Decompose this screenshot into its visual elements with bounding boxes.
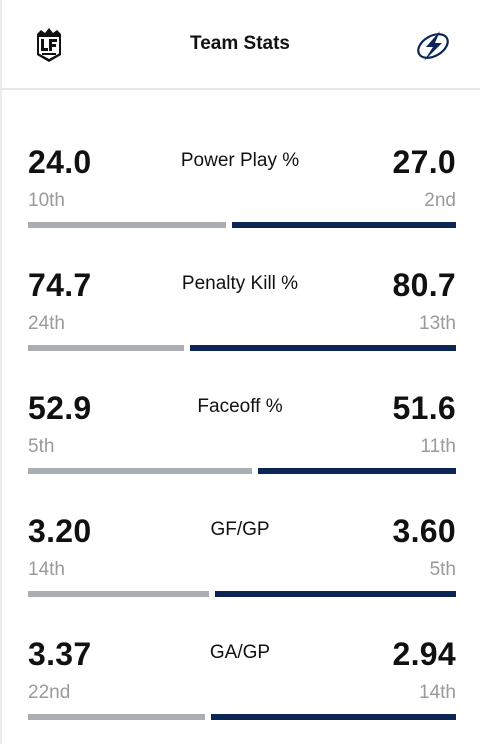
lightning-logo-icon <box>417 31 449 61</box>
away-value: 80.7 <box>392 267 456 303</box>
home-bar <box>28 468 252 474</box>
home-value: 24.0 <box>28 144 92 180</box>
stat-label: Penalty Kill % <box>181 273 299 294</box>
stat-label: Faceoff % <box>197 396 283 417</box>
stat-row: 52.9 Faceoff % 51.6 5th 11th <box>0 381 480 504</box>
stat-label: GA/GP <box>209 642 271 663</box>
away-rank: 14th <box>419 682 456 703</box>
away-value: 51.6 <box>392 390 456 426</box>
away-value: 3.60 <box>392 513 456 549</box>
away-value: 2.94 <box>392 636 456 672</box>
home-rank: 22nd <box>28 682 71 703</box>
stat-row: 24.0 Power Play % 27.0 10th 2nd <box>0 135 480 258</box>
away-rank: 2nd <box>424 190 456 211</box>
home-value: 74.7 <box>28 267 92 303</box>
away-bar <box>232 222 456 228</box>
away-bar <box>258 468 456 474</box>
away-rank: 11th <box>420 436 456 457</box>
home-rank: 5th <box>28 436 55 457</box>
away-bar <box>215 591 456 597</box>
home-rank: 10th <box>28 190 65 211</box>
home-bar <box>28 222 226 228</box>
header-title: Team Stats <box>190 33 290 54</box>
home-rank: 24th <box>28 313 65 334</box>
stat-row: 3.37 GA/GP 2.94 22nd 14th <box>0 627 480 750</box>
header: Team Stats <box>0 0 480 90</box>
away-bar <box>190 345 456 351</box>
la-kings-logo-icon <box>37 28 61 62</box>
home-bar <box>28 345 184 351</box>
home-bar <box>28 591 209 597</box>
home-value: 3.37 <box>28 636 92 672</box>
stat-label: Power Play % <box>180 150 300 171</box>
away-bar <box>211 714 456 720</box>
home-bar <box>28 714 205 720</box>
home-rank: 14th <box>28 559 65 580</box>
home-value: 52.9 <box>28 390 92 426</box>
away-rank: 5th <box>429 559 456 580</box>
away-rank: 13th <box>419 313 456 334</box>
home-value: 3.20 <box>28 513 92 549</box>
stat-row: 3.20 GF/GP 3.60 14th 5th <box>0 504 480 627</box>
stat-row: 74.7 Penalty Kill % 80.7 24th 13th <box>0 258 480 381</box>
card-edge <box>0 0 2 744</box>
away-value: 27.0 <box>392 144 456 180</box>
stat-label: GF/GP <box>210 519 270 540</box>
